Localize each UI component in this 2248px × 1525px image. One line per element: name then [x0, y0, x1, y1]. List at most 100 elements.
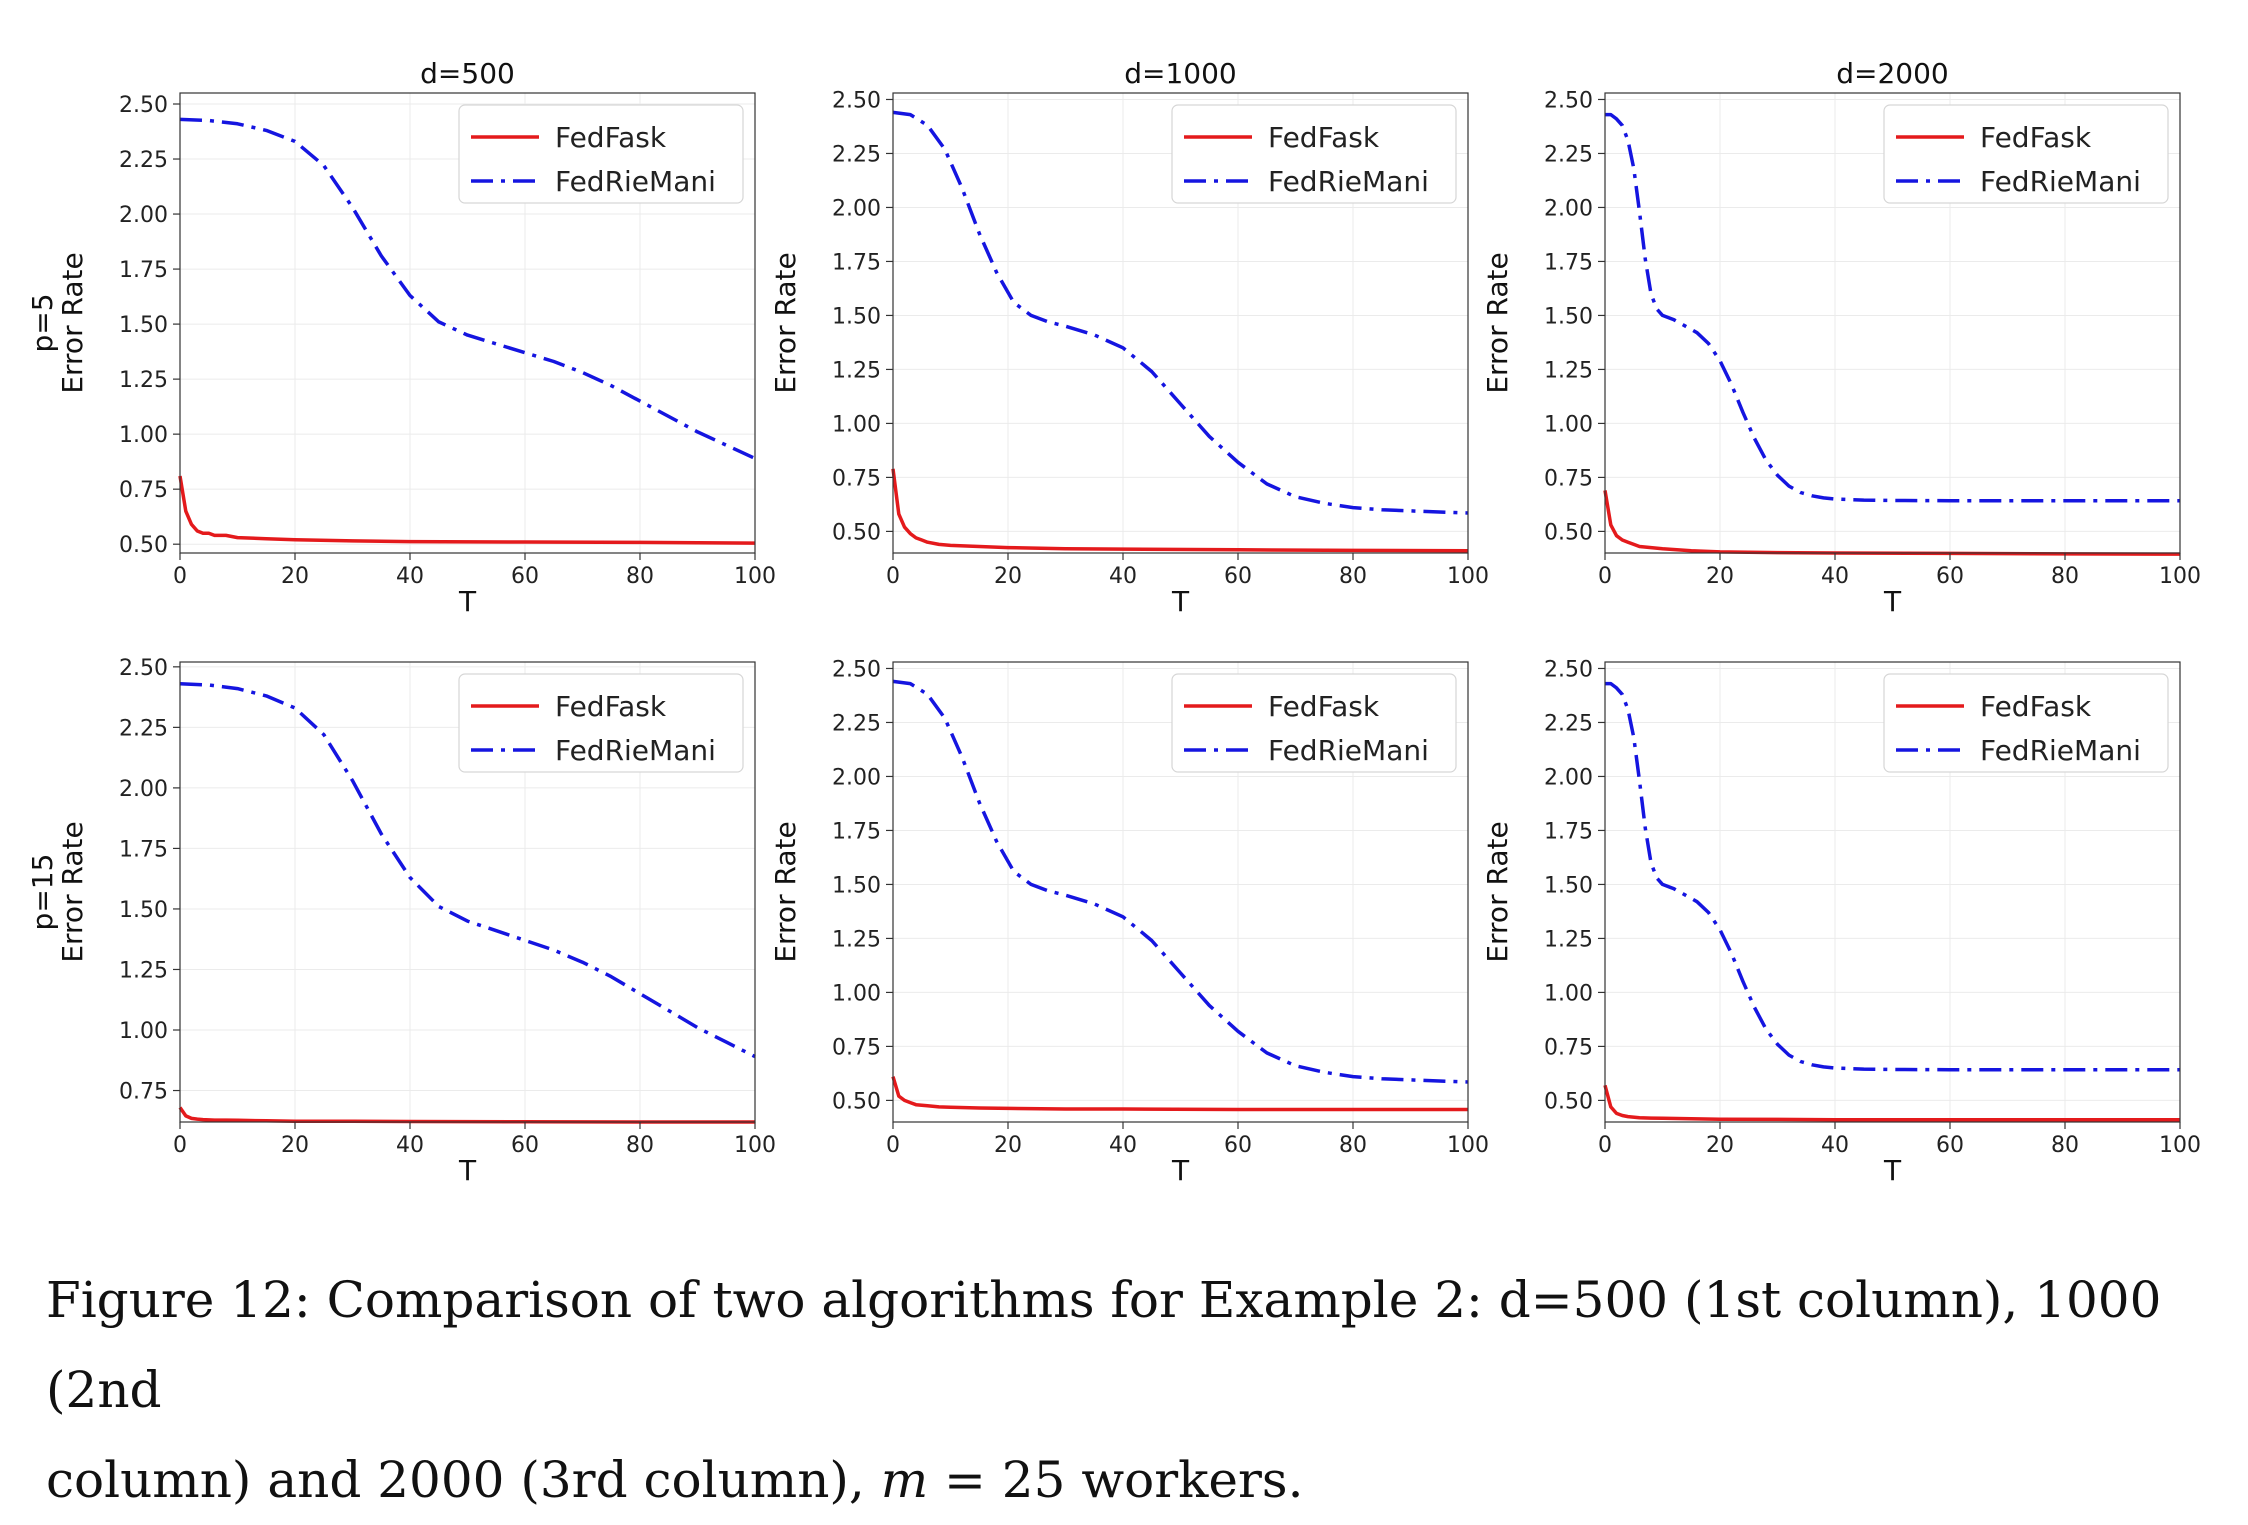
x-tick-label: 0 — [886, 1133, 900, 1158]
y-tick-label: 2.25 — [119, 716, 168, 741]
y-tick-label: 0.75 — [1544, 466, 1593, 491]
caption-line-2: column) and 2000 (3rd column), m = 25 wo… — [46, 1435, 2226, 1525]
subplot-2: 0 20 40 60 80 100 0.50 0.75 1.00 1.25 1.50 1.75 2.00… — [769, 57, 1489, 618]
y-axis-label-group: Error Rate — [769, 821, 802, 962]
x-tick-label: 100 — [734, 1133, 776, 1158]
legend-label-fedriemani: FedRieMani — [555, 734, 716, 767]
x-tick-label: 80 — [1339, 1133, 1367, 1158]
x-tick-label: 100 — [2159, 1133, 2201, 1158]
x-axis-label: T — [1171, 585, 1190, 618]
y-axis-label: Error Rate — [56, 252, 89, 393]
legend-label-fedfask: FedFask — [555, 690, 667, 723]
y-tick-label: 1.00 — [1544, 981, 1593, 1006]
series-line-fedriemani — [179, 117, 756, 460]
subplot-1: 0 20 40 60 80 100 0.50 0.75 1.00 1.25 1.50 1.75 2.00… — [26, 57, 776, 618]
y-tick-label: 0.75 — [119, 478, 168, 503]
x-tick-label: 100 — [1447, 1133, 1489, 1158]
y-tick-label: 2.00 — [119, 777, 168, 802]
legend: FedFask FedRieMani — [1171, 673, 1457, 773]
x-axis-label: T — [1171, 1154, 1190, 1187]
y-tick-label: 1.50 — [119, 313, 168, 338]
y-tick-label: 2.50 — [1544, 88, 1593, 113]
x-tick-label: 20 — [1706, 1133, 1734, 1158]
y-tick-label: 1.50 — [1544, 873, 1593, 898]
x-tick-label: 0 — [173, 564, 187, 589]
x-axis-label: T — [458, 1154, 477, 1187]
x-tick-label: 20 — [994, 1133, 1022, 1158]
y-tick-label: 1.25 — [1544, 358, 1593, 383]
y-axis-label: Error Rate — [769, 821, 802, 962]
x-tick-label: 0 — [173, 1133, 187, 1158]
row-label: p=15 — [26, 854, 59, 931]
y-tick-label: 2.00 — [832, 765, 881, 790]
legend-label-fedriemani: FedRieMani — [1980, 165, 2141, 198]
x-tick-label: 60 — [1936, 564, 1964, 589]
legend-label-fedfask: FedFask — [1980, 690, 2092, 723]
legend-label-fedriemani: FedRieMani — [555, 165, 716, 198]
x-tick-label: 60 — [511, 1133, 539, 1158]
subplot-5: 0 20 40 60 80 100 0.50 0.75 1.00 1.25 1.50 1.75 2.00… — [769, 657, 1489, 1187]
y-tick-label: 2.25 — [832, 711, 881, 736]
x-tick-label: 40 — [1109, 564, 1137, 589]
y-tick-label: 2.25 — [1544, 142, 1593, 167]
y-tick-label: 0.50 — [832, 520, 881, 545]
x-tick-label: 20 — [1706, 564, 1734, 589]
legend: FedFask FedRieMani — [1883, 104, 2169, 204]
y-tick-label: 2.50 — [119, 93, 168, 118]
y-axis-label: Error Rate — [1481, 252, 1514, 393]
x-tick-label: 60 — [1224, 1133, 1252, 1158]
y-tick-label: 0.75 — [832, 1035, 881, 1060]
y-tick-label: 0.50 — [1544, 520, 1593, 545]
x-tick-label: 20 — [281, 1133, 309, 1158]
y-tick-label: 1.75 — [832, 250, 881, 275]
x-tick-label: 0 — [1598, 1133, 1612, 1158]
y-tick-label: 2.50 — [1544, 657, 1593, 682]
y-tick-label: 2.50 — [832, 88, 881, 113]
x-tick-label: 0 — [886, 564, 900, 589]
y-tick-label: 0.75 — [1544, 1035, 1593, 1060]
plot-frame — [1604, 92, 2181, 554]
y-axis-label: Error Rate — [769, 252, 802, 393]
y-tick-label: 1.00 — [119, 423, 168, 448]
plot-frame — [892, 92, 1469, 554]
x-tick-label: 100 — [1447, 564, 1489, 589]
y-tick-label: 2.25 — [119, 148, 168, 173]
x-tick-label: 40 — [1821, 564, 1849, 589]
y-tick-label: 1.00 — [1544, 412, 1593, 437]
y-tick-label: 1.25 — [119, 958, 168, 983]
series-line-fedfask — [891, 468, 1469, 553]
y-tick-label: 2.25 — [832, 142, 881, 167]
y-tick-label: 1.75 — [1544, 250, 1593, 275]
plot-frame — [179, 661, 756, 1123]
x-tick-label: 60 — [1936, 1133, 1964, 1158]
x-tick-label: 20 — [994, 564, 1022, 589]
y-axis-label: Error Rate — [56, 821, 89, 962]
y-tick-label: 1.25 — [832, 358, 881, 383]
subplot-title: d=1000 — [1124, 57, 1237, 90]
y-axis-label-group: Error Rate — [1481, 252, 1514, 393]
legend: FedFask FedRieMani — [458, 673, 744, 773]
y-tick-label: 0.75 — [119, 1080, 168, 1105]
legend-label-fedfask: FedFask — [1980, 121, 2092, 154]
x-tick-label: 20 — [281, 564, 309, 589]
figure-caption: Figure 12: Comparison of two algorithms … — [46, 1255, 2226, 1525]
series-line-fedriemani — [179, 682, 756, 1059]
legend: FedFask FedRieMani — [1883, 673, 2169, 773]
x-tick-label: 80 — [1339, 564, 1367, 589]
y-tick-label: 1.50 — [832, 873, 881, 898]
series-line-fedriemani — [892, 679, 1469, 1084]
legend-label-fedfask: FedFask — [1268, 121, 1380, 154]
series-line-fedfask — [178, 1106, 755, 1124]
legend-label-fedriemani: FedRieMani — [1268, 734, 1429, 767]
series-line-fedfask — [891, 1076, 1468, 1112]
y-tick-label: 1.25 — [832, 927, 881, 952]
x-tick-label: 100 — [734, 564, 776, 589]
plot-frame — [1604, 661, 2181, 1123]
x-axis-label: T — [458, 585, 477, 618]
y-tick-label: 1.75 — [119, 258, 168, 283]
legend-box — [1171, 673, 1457, 773]
legend-box — [458, 673, 744, 773]
plot-frame — [892, 661, 1469, 1123]
subplot-6: 0 20 40 60 80 100 0.50 0.75 1.00 1.25 1.50 1.75 2.00… — [1481, 657, 2201, 1187]
